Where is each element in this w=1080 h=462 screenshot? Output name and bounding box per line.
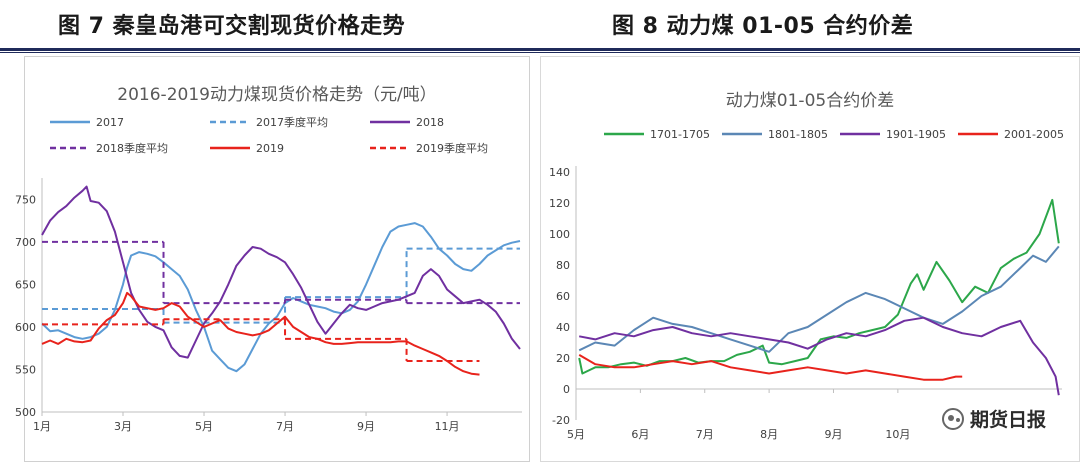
x-tick-label: 5月 [195, 420, 213, 433]
x-tick-label: 6月 [631, 428, 649, 441]
x-tick-label: 7月 [696, 428, 714, 441]
y-tick-label: 500 [15, 406, 36, 419]
series-line-1801-1805 [578, 245, 1060, 353]
y-tick-label: 20 [556, 352, 570, 365]
spot-price-chart: 2016-2019动力煤现货价格走势（元/吨） 2017 2017季度平均 2018 2… [15, 56, 530, 462]
spread-chart: 动力煤01-05合约价差 1701-1705 1801-1805 1901-1905 2… [540, 56, 1080, 462]
wechat-icon [941, 407, 964, 430]
series-line-2019 [41, 291, 480, 376]
legend-label: 2001-2005 [1004, 128, 1064, 141]
y-tick-label: 0 [563, 383, 570, 396]
series-line-2018 [41, 185, 521, 359]
x-tick-label: 3月 [114, 420, 132, 433]
y-tick-label: 140 [549, 166, 570, 179]
chart-frame [24, 56, 530, 462]
legend-label: 2019季度平均 [416, 141, 488, 155]
y-tick-label: 40 [556, 321, 570, 334]
y-tick-label: 600 [15, 321, 36, 334]
header-divider-thin [0, 52, 1080, 53]
chart-title: 2016-2019动力煤现货价格走势（元/吨） [117, 85, 436, 105]
x-tick-label: 9月 [357, 420, 375, 433]
y-tick-label: 60 [556, 290, 570, 303]
right-figure-caption: 图 8 动力煤 01-05 合约价差 [612, 14, 914, 39]
y-tick-label: 100 [549, 228, 570, 241]
x-tick-label: 5月 [567, 428, 585, 441]
y-tick-label: 550 [15, 363, 36, 376]
y-tick-label: 700 [15, 236, 36, 249]
x-tick-label: 7月 [276, 420, 294, 433]
legend-label: 1801-1805 [768, 128, 828, 141]
x-tick-label: 8月 [760, 428, 778, 441]
legend-label: 2018 [416, 116, 444, 129]
series-line-2001-2005 [578, 354, 963, 381]
series-line-1901-1905 [579, 316, 1060, 396]
x-tick-label: 10月 [885, 428, 910, 441]
header-divider [0, 48, 1080, 51]
legend-label: 2017季度平均 [256, 115, 328, 129]
y-tick-label: 120 [549, 197, 570, 210]
legend-label: 1901-1905 [886, 128, 946, 141]
x-tick-label: 1月 [33, 420, 51, 433]
legend-label: 2019 [256, 142, 284, 155]
x-tick-label: 9月 [824, 428, 842, 441]
chart-frame [540, 56, 1080, 462]
legend-label: 2018季度平均 [96, 141, 168, 155]
legend-label: 2017 [96, 116, 124, 129]
x-tick-label: 11月 [435, 420, 460, 433]
y-tick-label: 80 [556, 259, 570, 272]
y-tick-label: 650 [15, 278, 36, 291]
watermark: 期货日报 [941, 405, 1046, 432]
y-tick-label: -20 [552, 414, 570, 427]
chart-title: 动力煤01-05合约价差 [726, 91, 894, 111]
legend-label: 1701-1705 [650, 128, 710, 141]
y-tick-label: 750 [15, 193, 36, 206]
left-figure-caption: 图 7 秦皇岛港可交割现货价格走势 [58, 14, 406, 39]
